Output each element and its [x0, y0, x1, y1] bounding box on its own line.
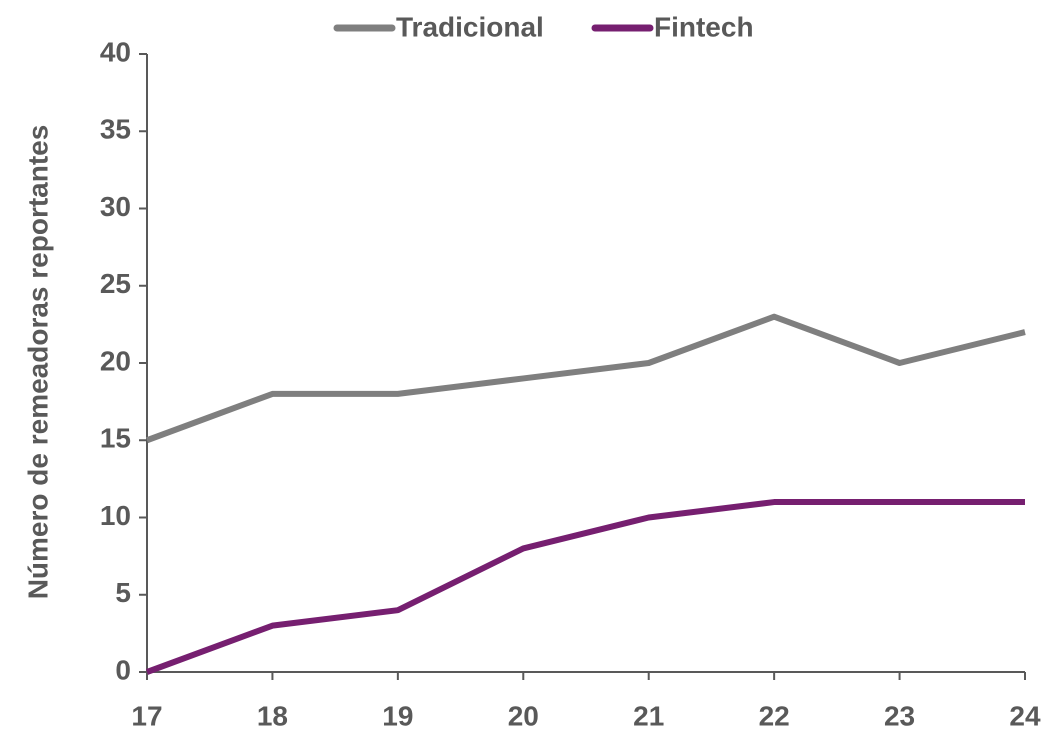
- y-axis-label: Número de remeadoras reportantes: [22, 125, 53, 600]
- x-tick-label: 24: [1009, 700, 1041, 731]
- series-line: [145, 313, 1026, 444]
- y-tick-label: 15: [100, 423, 131, 454]
- x-tick-label: 19: [382, 700, 413, 731]
- x-tick-label: 22: [759, 700, 790, 731]
- y-tick-label: 10: [100, 500, 131, 531]
- y-tick-label: 25: [100, 268, 131, 299]
- x-tick-label: 21: [633, 700, 664, 731]
- y-tick-label: 0: [115, 654, 131, 685]
- legend-label: Fintech: [654, 11, 754, 42]
- x-tick-label: 17: [131, 700, 162, 731]
- x-tick-label: 23: [884, 700, 915, 731]
- y-tick-label: 35: [100, 114, 131, 145]
- y-tick-label: 40: [100, 36, 131, 67]
- series-line: [145, 499, 1025, 675]
- x-tick-label: 20: [508, 700, 539, 731]
- y-tick-label: 20: [100, 345, 131, 376]
- legend-label: Tradicional: [396, 11, 544, 42]
- x-tick-label: 18: [257, 700, 288, 731]
- y-tick-label: 30: [100, 191, 131, 222]
- y-tick-label: 5: [115, 577, 131, 608]
